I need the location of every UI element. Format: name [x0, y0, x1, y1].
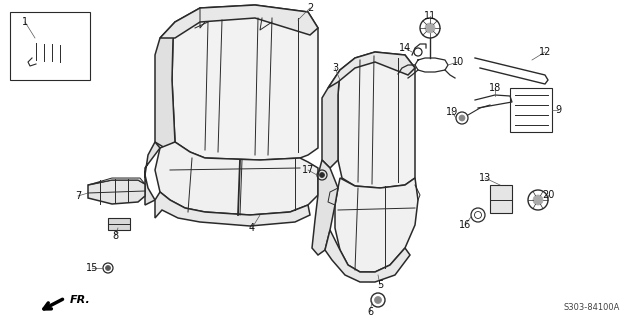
Text: FR.: FR.: [70, 295, 91, 305]
Text: 5: 5: [377, 280, 383, 290]
Text: 18: 18: [489, 83, 501, 93]
Polygon shape: [172, 5, 318, 160]
Circle shape: [425, 23, 435, 33]
Polygon shape: [325, 230, 410, 282]
Polygon shape: [155, 192, 310, 226]
Polygon shape: [88, 180, 145, 204]
Text: 12: 12: [539, 47, 551, 57]
Polygon shape: [155, 142, 318, 215]
Text: 13: 13: [479, 173, 491, 183]
Text: 16: 16: [459, 220, 471, 230]
Polygon shape: [322, 70, 340, 168]
Text: 6: 6: [367, 307, 373, 317]
Text: 8: 8: [112, 231, 118, 241]
Text: 1: 1: [22, 17, 28, 27]
Text: 15: 15: [86, 263, 98, 273]
Text: 7: 7: [75, 191, 81, 201]
Polygon shape: [312, 160, 338, 255]
Polygon shape: [510, 88, 552, 132]
Polygon shape: [145, 142, 160, 205]
Polygon shape: [335, 178, 418, 272]
Circle shape: [375, 297, 382, 303]
Text: 4: 4: [249, 223, 255, 233]
Text: S303-84100A: S303-84100A: [563, 303, 620, 312]
Bar: [108, 218, 130, 230]
Text: 11: 11: [424, 11, 436, 21]
Polygon shape: [155, 22, 175, 148]
Circle shape: [459, 115, 465, 121]
Text: 10: 10: [452, 57, 464, 67]
Polygon shape: [160, 5, 318, 38]
Text: 3: 3: [332, 63, 338, 73]
Circle shape: [533, 195, 543, 205]
Polygon shape: [328, 52, 415, 88]
Polygon shape: [338, 52, 415, 188]
Text: 2: 2: [307, 3, 313, 13]
Text: 17: 17: [302, 165, 314, 175]
Bar: [10, 12, 90, 80]
Bar: [490, 185, 512, 213]
Text: 20: 20: [542, 190, 554, 200]
Circle shape: [320, 172, 325, 178]
Text: 9: 9: [555, 105, 561, 115]
Circle shape: [105, 266, 110, 270]
Text: 19: 19: [446, 107, 458, 117]
Polygon shape: [88, 178, 145, 185]
Text: 14: 14: [399, 43, 411, 53]
Polygon shape: [32, 40, 66, 65]
